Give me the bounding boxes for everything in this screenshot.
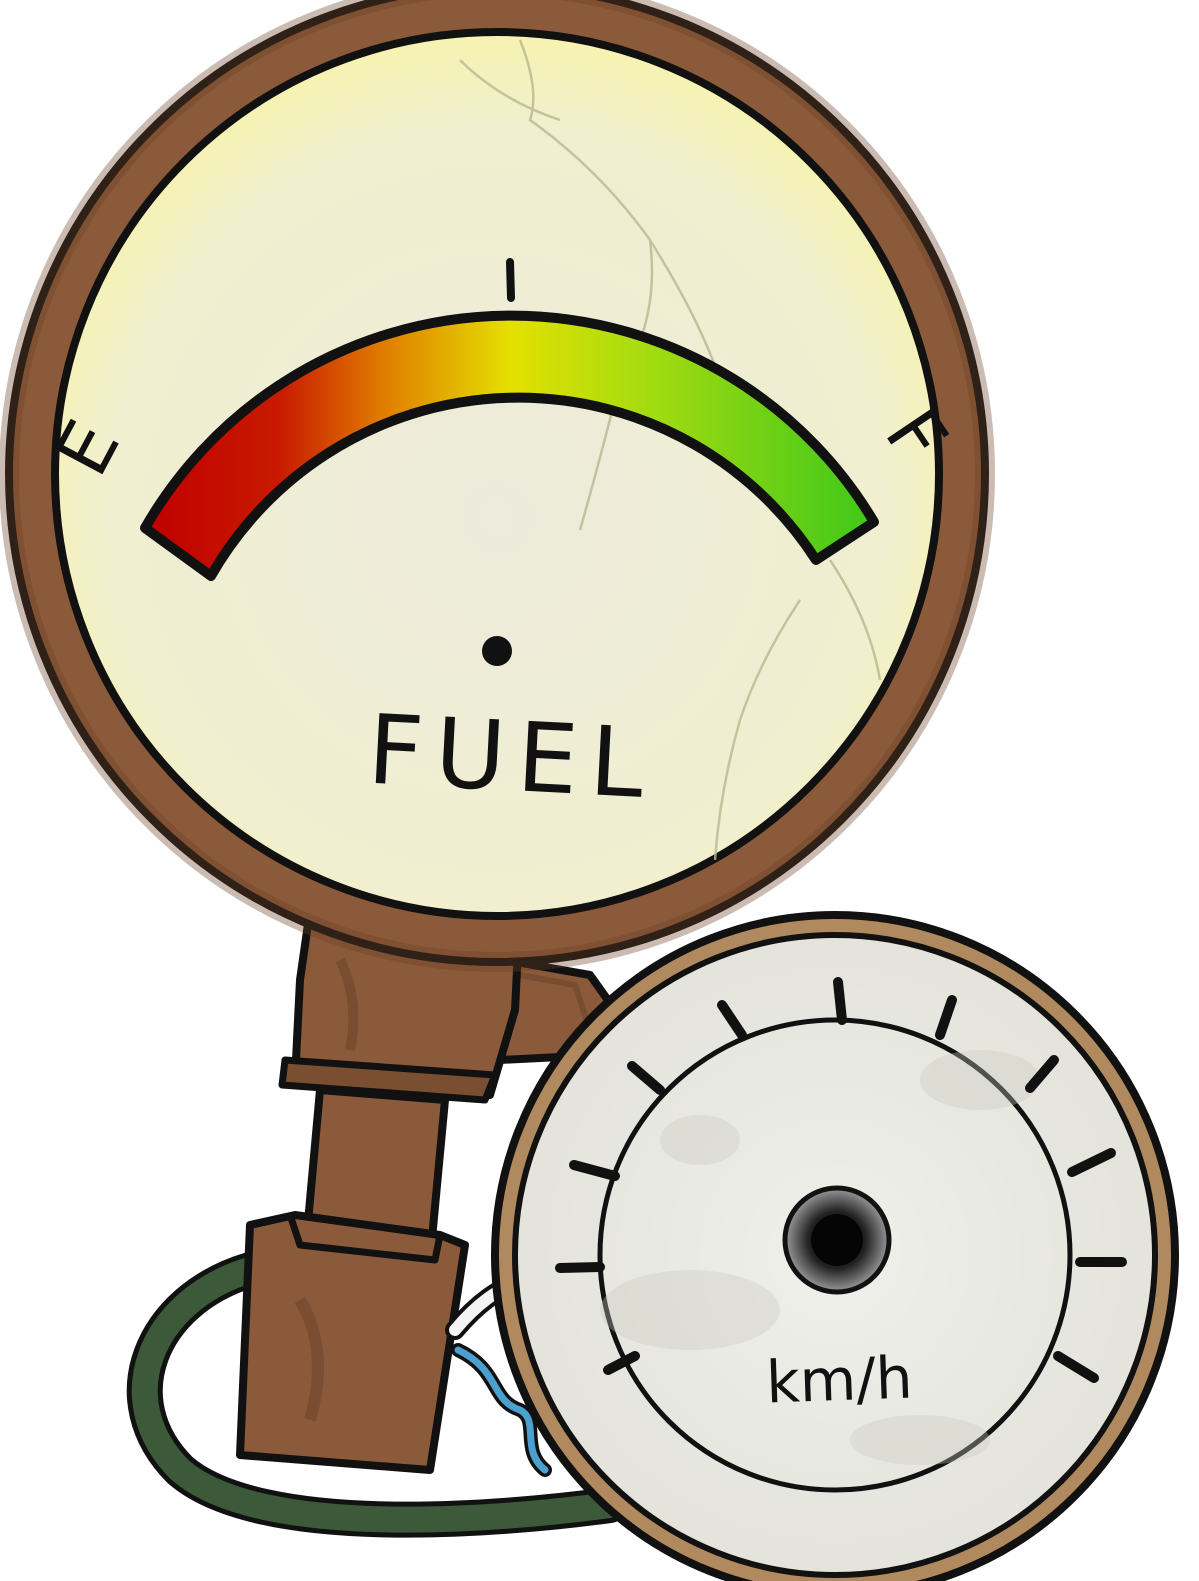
fuel-gauge-label: FUEL [365, 694, 658, 821]
speedometer-ticks [555, 977, 1127, 1383]
cable [126, 1252, 628, 1538]
needle-pivot [482, 636, 512, 666]
fuel-mid-tick [506, 258, 515, 302]
fuel-level-arc [140, 310, 879, 581]
speedometer-unit-label: km/h [765, 1343, 914, 1416]
speedometer-inner-ring [597, 1017, 1073, 1493]
fuel-gauge-face [51, 28, 943, 920]
face-smudges [600, 1050, 1040, 1465]
speedometer: km/h [491, 911, 1179, 1581]
fuel-gauge: E F FUEL [0, 0, 995, 972]
face-cracks [459, 39, 882, 861]
gauge-stand [236, 906, 524, 1474]
